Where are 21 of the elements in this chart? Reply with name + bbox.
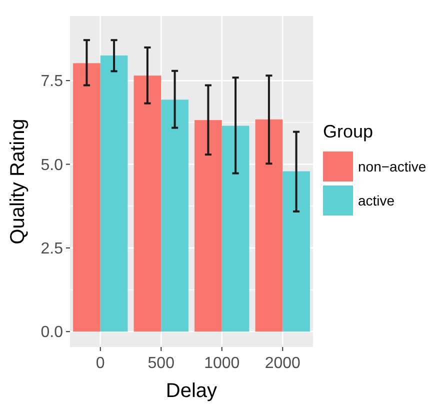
x-tick-label: 1000 [204,355,240,372]
bar [73,63,100,332]
bar [161,100,188,332]
x-tick-label: 2000 [264,355,301,372]
bar [255,119,283,332]
legend-label: non−active [358,158,426,174]
y-axis-title: Quality Rating [7,118,29,244]
y-tick-label: 2.5 [40,240,64,258]
x-axis-title: Delay [166,380,218,402]
bar [100,55,128,332]
y-tick-label: 5.0 [40,156,64,174]
x-tick-label: 500 [148,355,175,372]
bar [134,76,162,332]
legend-label: active [358,192,395,208]
y-tick-label: 7.5 [40,73,64,90]
legend-title: Group [323,122,374,142]
y-tick-label: 0.0 [40,324,64,342]
bar [222,126,250,332]
x-tick-label: 0 [96,355,105,372]
bar [282,171,310,332]
bar [194,120,222,332]
